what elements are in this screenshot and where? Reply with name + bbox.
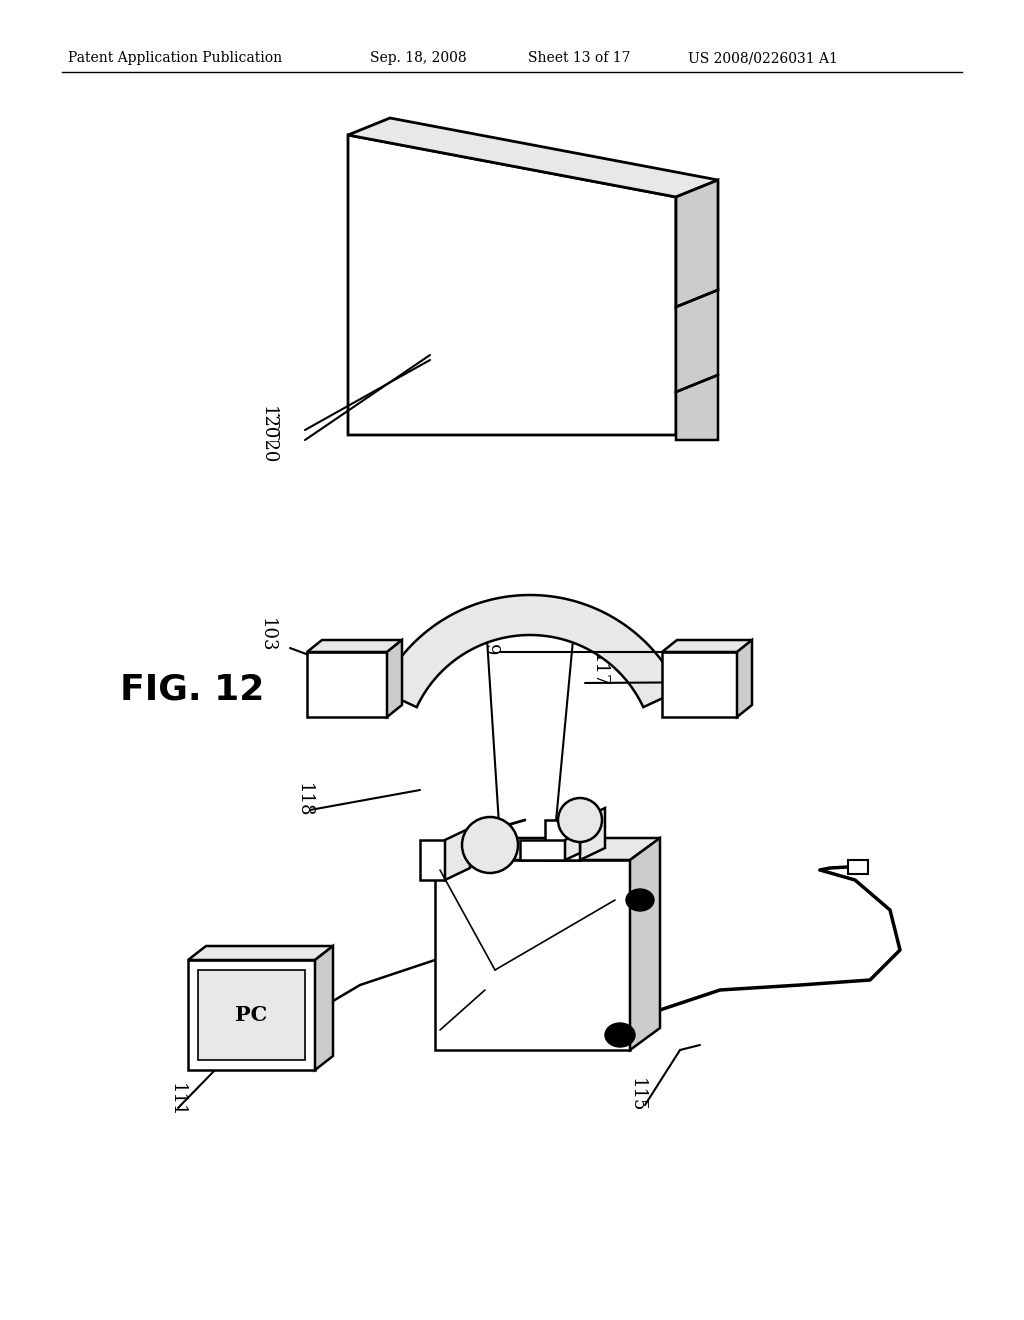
Polygon shape (565, 833, 580, 861)
Ellipse shape (605, 1023, 635, 1047)
Polygon shape (435, 861, 630, 1049)
Polygon shape (630, 838, 660, 1049)
Polygon shape (188, 946, 333, 960)
Polygon shape (188, 960, 315, 1071)
Polygon shape (348, 117, 718, 197)
Polygon shape (348, 135, 676, 436)
Polygon shape (848, 861, 868, 874)
Text: 118: 118 (295, 783, 313, 817)
Polygon shape (676, 180, 718, 308)
Text: PC: PC (236, 1005, 267, 1026)
Text: Sep. 18, 2008: Sep. 18, 2008 (370, 51, 467, 65)
Text: FIG. 12: FIG. 12 (120, 673, 264, 708)
Text: Sheet 13 of 17: Sheet 13 of 17 (528, 51, 631, 65)
Polygon shape (676, 290, 718, 392)
Text: 117: 117 (590, 653, 608, 688)
Ellipse shape (626, 888, 654, 911)
Polygon shape (737, 640, 752, 717)
Polygon shape (545, 820, 580, 861)
Polygon shape (662, 640, 752, 652)
Text: 119: 119 (480, 623, 498, 657)
Circle shape (462, 817, 518, 873)
Text: 103: 103 (258, 618, 276, 652)
Polygon shape (387, 640, 402, 717)
Polygon shape (520, 840, 565, 861)
Polygon shape (662, 652, 737, 717)
Polygon shape (420, 840, 445, 880)
Text: 111: 111 (168, 1082, 186, 1117)
Circle shape (558, 799, 602, 842)
Polygon shape (445, 828, 470, 880)
Text: 120: 120 (259, 430, 278, 465)
Text: 120: 120 (259, 405, 278, 440)
Polygon shape (435, 838, 660, 861)
Polygon shape (307, 640, 402, 652)
Polygon shape (315, 946, 333, 1071)
Polygon shape (198, 970, 305, 1060)
Text: 120: 120 (259, 411, 278, 445)
Polygon shape (580, 808, 605, 861)
Polygon shape (307, 652, 387, 717)
Text: US 2008/0226031 A1: US 2008/0226031 A1 (688, 51, 838, 65)
Text: Patent Application Publication: Patent Application Publication (68, 51, 283, 65)
Polygon shape (381, 595, 680, 708)
Text: 115: 115 (628, 1078, 646, 1113)
Polygon shape (676, 375, 718, 440)
